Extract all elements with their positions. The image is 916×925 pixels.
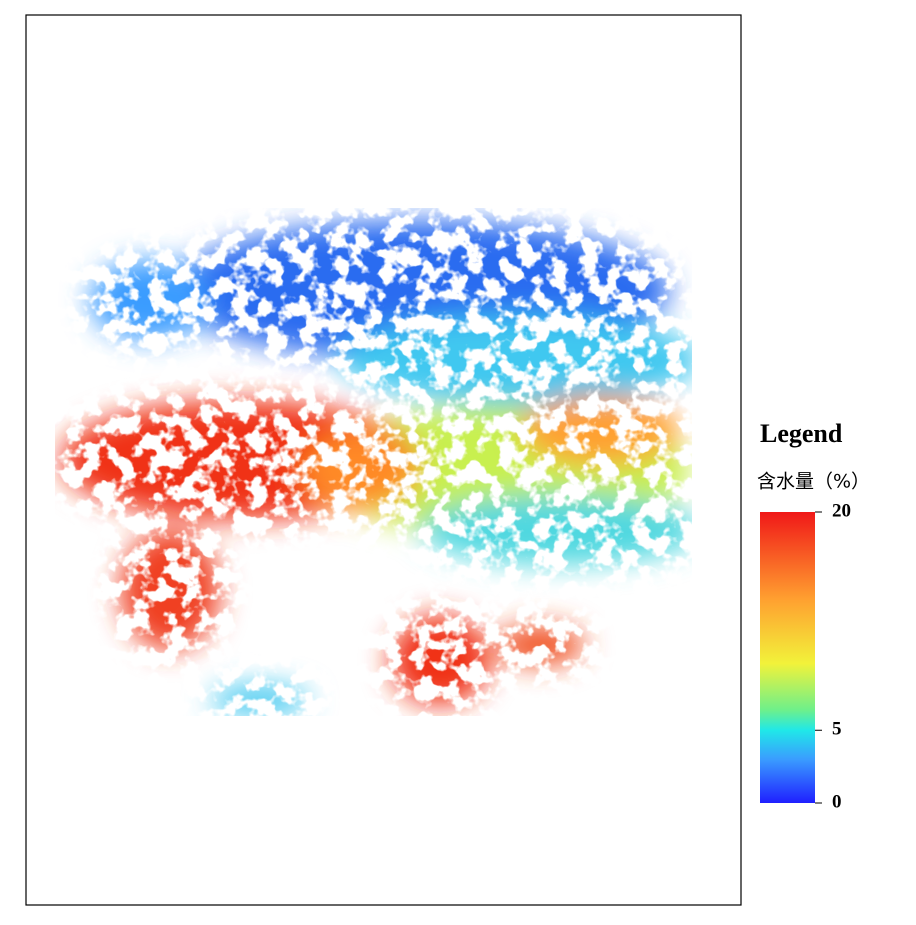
tick-label: 20	[832, 500, 851, 521]
color-bar	[760, 512, 815, 803]
map-frame	[25, 14, 742, 906]
legend-title: Legend	[760, 419, 843, 448]
legend-subtitle: 含水量（%）	[757, 471, 870, 493]
moisture-map	[60, 220, 692, 715]
tick-label: 0	[832, 791, 842, 812]
tick-label: 5	[832, 719, 842, 740]
